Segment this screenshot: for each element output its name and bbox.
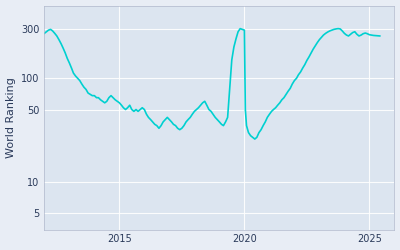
Y-axis label: World Ranking: World Ranking <box>6 77 16 158</box>
